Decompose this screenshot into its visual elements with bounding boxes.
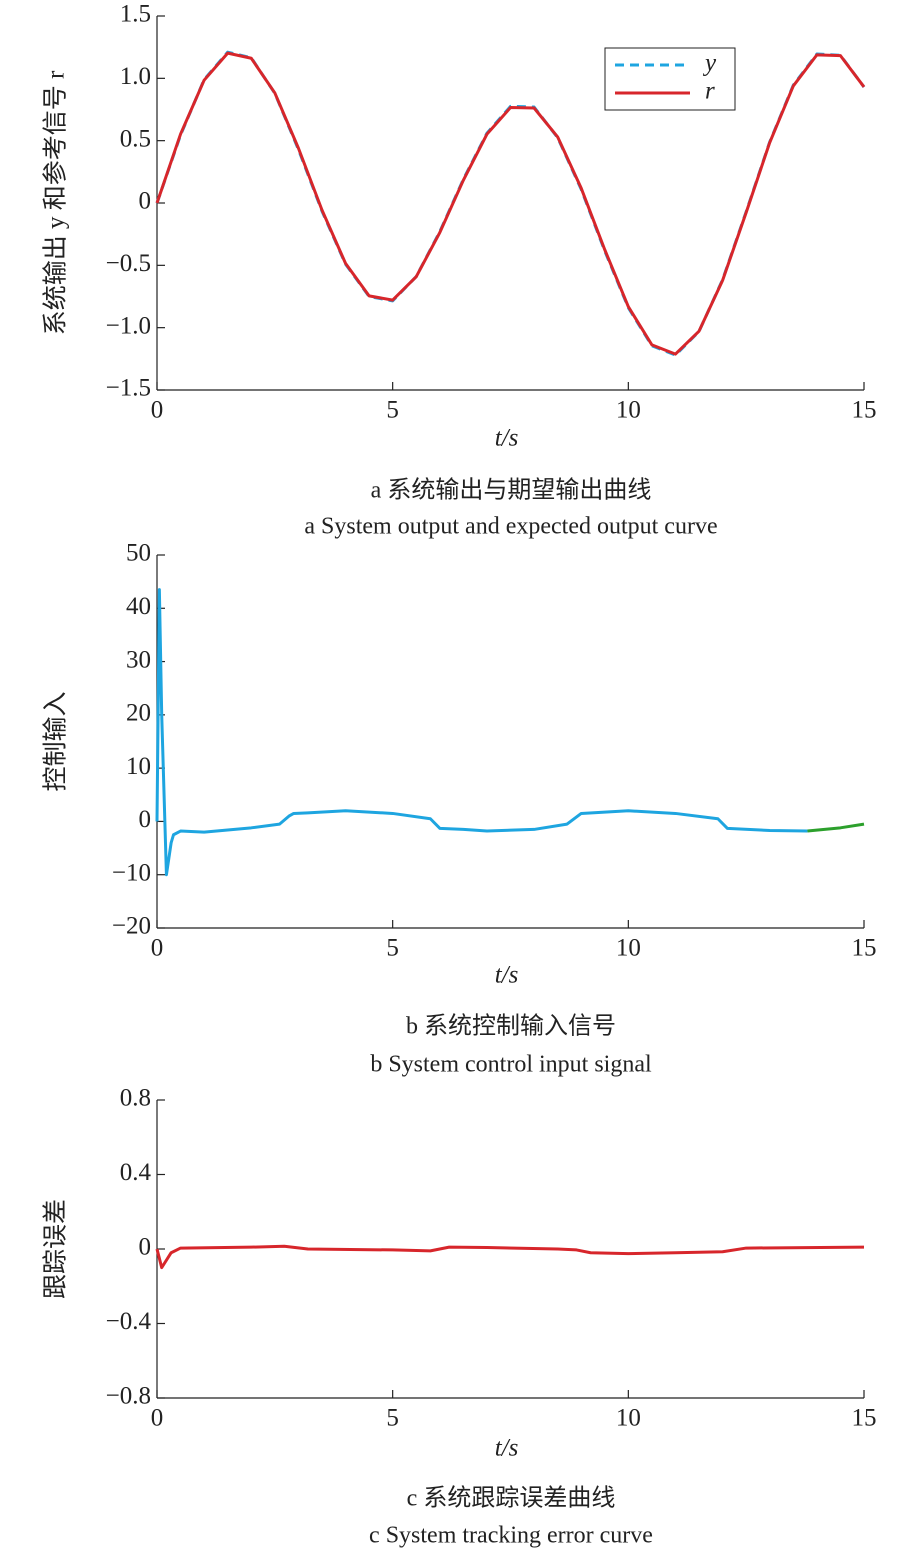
x-tick-label: 10 — [616, 397, 641, 424]
y-tick-label: 1.0 — [120, 63, 151, 90]
x-tick-label: 0 — [151, 397, 164, 424]
y-tick-label: 40 — [126, 593, 151, 620]
y-tick-label: 30 — [126, 646, 151, 673]
x-axis-label: t/s — [495, 962, 519, 989]
y-tick-label: −20 — [112, 913, 151, 940]
x-tick-label: 5 — [386, 397, 399, 424]
x-tick-label: 5 — [386, 935, 399, 962]
y-tick-label: −10 — [112, 859, 151, 886]
y-tick-label: 0 — [139, 1234, 152, 1261]
y-tick-label: −0.5 — [106, 250, 151, 277]
caption: c 系统跟踪误差曲线 — [407, 1485, 616, 1512]
y-axis-label: 控制输入 — [42, 691, 70, 791]
series-line — [155, 588, 808, 877]
x-tick-label: 10 — [616, 935, 641, 962]
x-tick-label: 15 — [852, 935, 877, 962]
y-tick-label: 50 — [126, 540, 151, 567]
y-tick-label: 10 — [126, 753, 151, 780]
y-tick-label: −0.4 — [106, 1308, 152, 1335]
x-tick-label: 5 — [386, 1405, 399, 1432]
series-line — [155, 50, 866, 357]
caption: b 系统控制输入信号 — [406, 1013, 616, 1040]
y-tick-label: 0 — [139, 188, 152, 215]
y-tick-label: 0.5 — [120, 125, 151, 152]
y-axis-label: 系统输出 y 和参考信号 r — [42, 70, 70, 335]
y-tick-label: −0.8 — [106, 1383, 151, 1410]
caption: c System tracking error curve — [369, 1523, 653, 1549]
series-line — [155, 1244, 865, 1270]
y-tick-label: 0.8 — [120, 1085, 151, 1112]
x-tick-label: 0 — [151, 935, 164, 962]
y-tick-label: 0 — [139, 806, 152, 833]
series-line — [155, 51, 866, 356]
legend-box — [604, 47, 736, 111]
y-tick-label: 20 — [126, 700, 151, 727]
caption: b System control input signal — [370, 1052, 652, 1078]
x-tick-label: 15 — [852, 397, 877, 424]
y-axis-label: 跟踪误差 — [42, 1199, 70, 1299]
y-tick-label: −1.5 — [106, 375, 151, 402]
series-line — [807, 822, 865, 833]
x-tick-label: 0 — [151, 1405, 164, 1432]
caption: a System output and expected output curv… — [304, 514, 717, 540]
caption: a 系统输出与期望输出曲线 — [371, 477, 652, 504]
x-axis-label: t/s — [495, 1435, 519, 1462]
y-tick-label: 1.5 — [120, 1, 151, 28]
x-tick-label: 15 — [852, 1405, 877, 1432]
legend-label: y — [702, 50, 717, 77]
y-tick-label: −1.0 — [106, 312, 151, 339]
x-axis-label: t/s — [495, 425, 519, 452]
legend-label: r — [705, 78, 715, 105]
x-tick-label: 10 — [616, 1405, 641, 1432]
y-tick-label: 0.4 — [120, 1159, 152, 1186]
